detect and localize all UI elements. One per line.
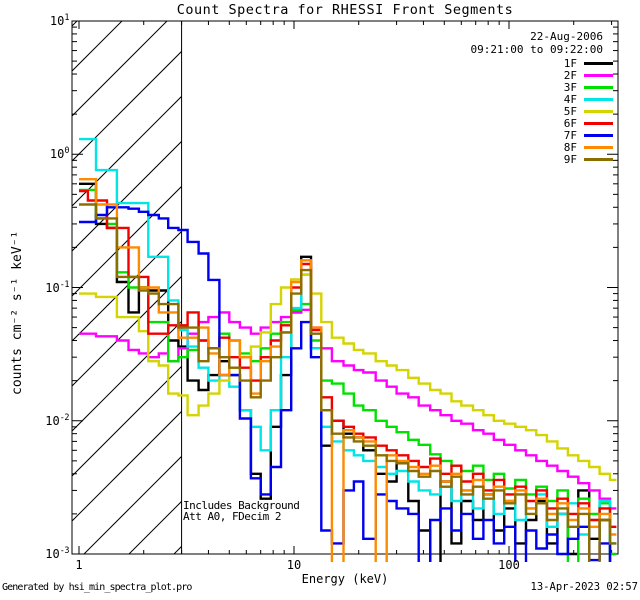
series-path-6F xyxy=(79,189,617,528)
legend-entry-7F: 7F xyxy=(563,128,613,142)
legend-entry-9F: 9F xyxy=(563,152,613,166)
y-tick-label: 100 xyxy=(49,146,70,162)
legend-entry-4F: 4F xyxy=(563,92,613,106)
legend-swatch xyxy=(584,109,613,113)
legend-swatch xyxy=(584,157,613,161)
legend-entry-5F: 5F xyxy=(563,104,613,118)
legend-entry-2F: 2F xyxy=(563,68,613,82)
note-includes-background: Includes Background xyxy=(183,499,300,512)
legend-swatch xyxy=(584,85,613,89)
legend-entry-3F: 3F xyxy=(563,80,613,94)
legend-swatch xyxy=(584,145,613,149)
legend-label: 4F xyxy=(563,92,577,106)
y-axis-title: counts cm⁻² s⁻¹ keV⁻¹ xyxy=(10,230,25,395)
y-tick-label: 10-1 xyxy=(45,279,69,295)
legend-swatch xyxy=(584,61,613,65)
x-tick-label: 100 xyxy=(498,558,520,572)
legend-label: 6F xyxy=(563,116,577,130)
series-path-4F xyxy=(79,137,617,545)
spectra-series xyxy=(79,137,617,562)
legend-swatch xyxy=(584,97,613,101)
footer-timestamp: 13-Apr-2023 02:57 xyxy=(530,581,638,593)
series-path-1F xyxy=(79,182,612,562)
legend-swatch xyxy=(584,133,613,137)
chart-title: Count Spectra for RHESSI Front Segments xyxy=(176,2,514,18)
legend-label: 3F xyxy=(563,80,577,94)
legend-swatch xyxy=(584,121,613,125)
legend-label: 5F xyxy=(563,104,577,118)
legend-label: 7F xyxy=(563,128,577,142)
series-path-5F xyxy=(79,273,617,482)
series-path-3F xyxy=(79,188,617,562)
legend-label: 8F xyxy=(563,140,577,154)
date-label: 22-Aug-2006 xyxy=(530,30,603,43)
time-range-label: 09:21:00 to 09:22:00 xyxy=(470,43,603,56)
legend-label: 2F xyxy=(563,68,577,82)
y-tick-label: 10-3 xyxy=(45,546,69,561)
legend-entry-6F: 6F xyxy=(563,116,613,130)
x-tick-label: 10 xyxy=(286,558,302,572)
footer-generated-by: Generated by hsi_min_spectra_plot.pro xyxy=(2,582,192,593)
note-attenuator: Att A0, FDecim 2 xyxy=(183,510,281,523)
series-path-9F xyxy=(79,203,617,562)
legend-label: 1F xyxy=(563,56,577,70)
x-tick-label: 1 xyxy=(75,558,83,572)
y-tick-label: 10-2 xyxy=(45,412,69,428)
legend-swatch xyxy=(584,73,613,77)
x-axis-title: Energy (keV) xyxy=(301,572,389,586)
series-path-7F xyxy=(79,206,612,562)
series-path-8F xyxy=(79,178,617,562)
y-tick-label: 101 xyxy=(49,13,70,28)
legend-entry-8F: 8F xyxy=(563,140,613,154)
legend-entry-1F: 1F xyxy=(563,56,613,70)
legend-label: 9F xyxy=(563,152,577,166)
plot-frame-and-ticks xyxy=(71,20,619,555)
